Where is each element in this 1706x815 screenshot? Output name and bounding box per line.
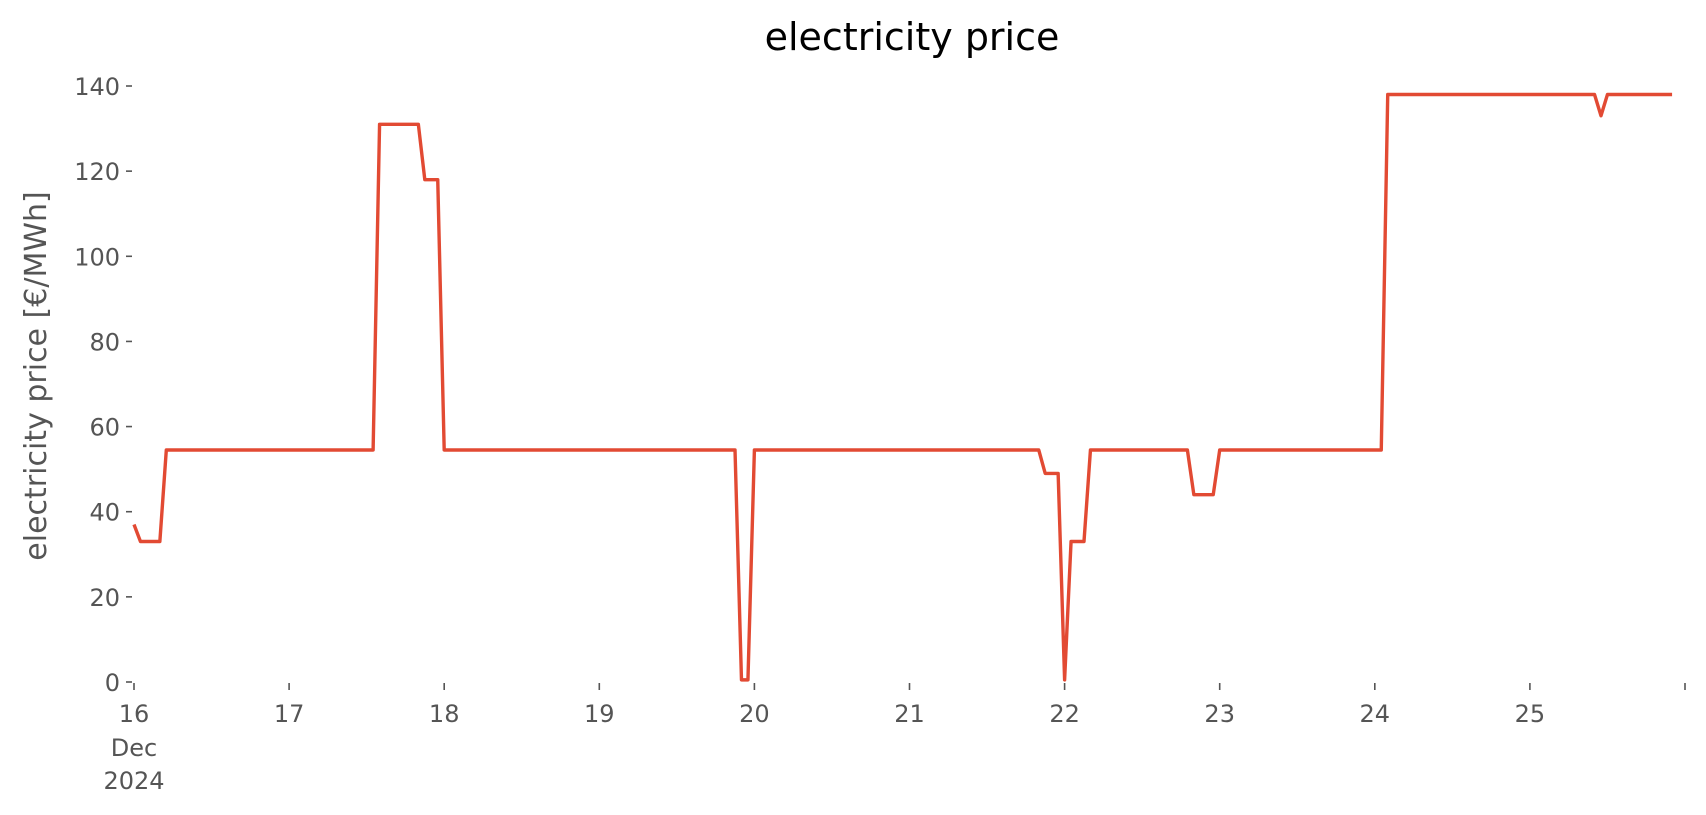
- price-series-line: [132, 92, 1673, 682]
- x-tick-label: 18: [429, 700, 460, 728]
- x-tick-label: 21: [894, 700, 925, 728]
- y-tick-label: 20: [89, 584, 120, 612]
- x-tick-sublabel-year: 2024: [103, 767, 164, 795]
- x-tick-label: 16: [119, 700, 150, 728]
- y-tick-label: 120: [74, 158, 120, 186]
- x-tick-label: 17: [274, 700, 305, 728]
- y-tick-label: 40: [89, 499, 120, 527]
- y-axis-label: electricity price [€/MWh]: [19, 191, 54, 560]
- y-tick-label: 80: [89, 328, 120, 356]
- x-tick-sublabel-month: Dec: [111, 734, 157, 762]
- series-layer: [132, 92, 1673, 682]
- y-tick-label: 0: [105, 669, 120, 697]
- x-tick-label: 25: [1515, 700, 1546, 728]
- x-tick-label: 19: [584, 700, 615, 728]
- x-tick-label: 23: [1204, 700, 1235, 728]
- x-tick-label: 22: [1049, 700, 1080, 728]
- x-tick-label: 20: [739, 700, 770, 728]
- y-tick-label: 60: [89, 414, 120, 442]
- chart-title: electricity price: [765, 15, 1060, 59]
- x-tick-label: 24: [1360, 700, 1391, 728]
- y-tick-label: 100: [74, 243, 120, 271]
- x-axis: 16 Dec 2024 17 18 19 20 21 22 23 24 25: [103, 683, 1686, 795]
- y-tick-label: 140: [74, 73, 120, 101]
- y-axis: 0 20 40 60 80 100 120 140: [74, 73, 132, 697]
